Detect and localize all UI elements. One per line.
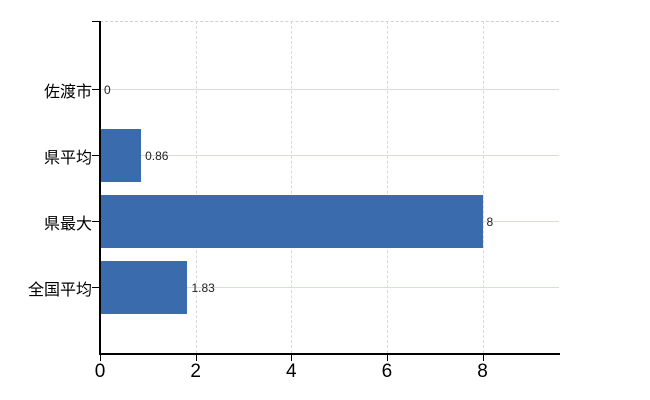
- bar-value-label: 0: [104, 83, 111, 97]
- bar-value-label: 8: [486, 215, 494, 229]
- gridline-vertical: [386, 21, 388, 353]
- y-axis-tick: [92, 89, 100, 90]
- bar: [101, 194, 483, 248]
- y-axis: [99, 21, 101, 355]
- x-tick-label: 4: [285, 361, 297, 382]
- category-label: 県平均: [43, 150, 92, 167]
- x-axis-tick: [482, 355, 484, 361]
- category-label: 佐渡市: [43, 84, 92, 101]
- category-label: 県最大: [43, 216, 92, 233]
- x-axis-tick: [291, 355, 293, 361]
- x-axis-tick: [195, 355, 197, 361]
- bar: [101, 128, 142, 182]
- x-axis-tick: [386, 355, 388, 361]
- x-tick-label: 2: [190, 361, 201, 382]
- x-axis: [99, 353, 560, 355]
- x-tick-label: 6: [381, 361, 393, 382]
- y-axis-tick: [92, 155, 100, 156]
- x-tick-label: 8: [477, 361, 488, 382]
- y-axis-tick: [92, 287, 100, 288]
- bar-value-label: 1.83: [191, 281, 215, 295]
- gridline-horizontal: [100, 89, 559, 90]
- gridline-vertical: [291, 21, 293, 353]
- gridline-vertical: [482, 21, 484, 353]
- plot-top-border: [100, 21, 559, 22]
- category-label: 全国平均: [27, 282, 92, 299]
- x-axis-tick: [100, 355, 101, 361]
- y-axis-tick: [92, 221, 100, 222]
- gridline-horizontal: [100, 155, 559, 156]
- y-axis-tick: [92, 21, 100, 22]
- gridline-vertical: [195, 21, 197, 353]
- bar: [101, 260, 188, 314]
- x-tick-label: 0: [94, 361, 106, 382]
- bar-value-label: 0.86: [145, 149, 169, 163]
- gridline-horizontal: [100, 287, 559, 288]
